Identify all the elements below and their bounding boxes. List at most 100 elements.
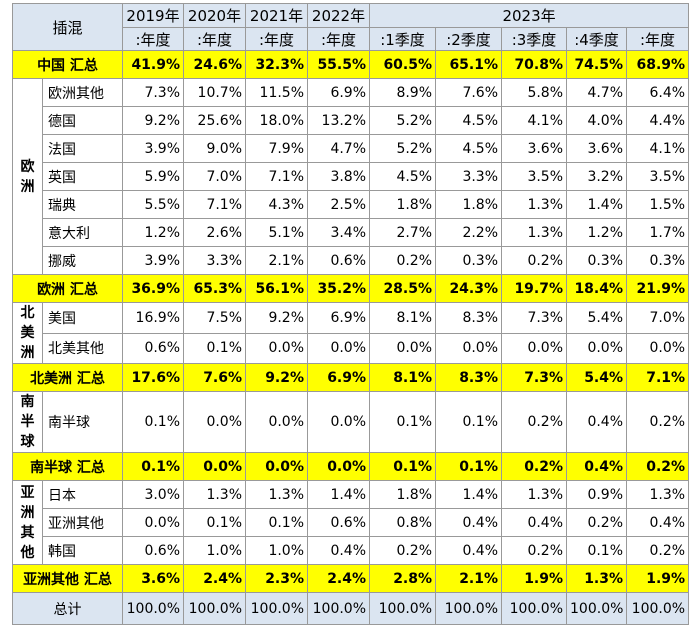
cell-value: 100.0% <box>626 592 690 625</box>
period-header: :年度 <box>122 27 185 51</box>
cell-value: 1.9% <box>501 564 568 593</box>
cell-value: 0.4% <box>626 508 690 537</box>
cell-value: 0.1% <box>566 536 628 565</box>
cell-value: 18.4% <box>566 274 628 303</box>
cell-value: 0.8% <box>369 508 437 537</box>
cell-value: 1.8% <box>435 190 503 219</box>
cell-value: 8.9% <box>369 78 437 107</box>
row-label: 北美其他 <box>41 332 124 364</box>
cell-value: 8.3% <box>435 363 503 392</box>
data-row: 北美洲 美国 16.9% 7.5% 9.2% 6.9% 8.1% 8.3% 7.3% 5.4% 7.… <box>12 302 690 364</box>
period-header: :2季度 <box>435 27 503 51</box>
cell-value: 0.0% <box>183 452 247 481</box>
cell-value: 1.4% <box>307 480 371 509</box>
cell-value: 5.4% <box>566 302 628 334</box>
cell-value: 5.8% <box>501 78 568 107</box>
cell-value: 1.0% <box>245 536 309 565</box>
cell-value: 0.2% <box>626 391 690 453</box>
cell-value: 7.1% <box>626 363 690 392</box>
cell-value: 9.2% <box>122 106 185 135</box>
cell-value: 8.1% <box>369 302 437 334</box>
cell-value: 41.9% <box>122 50 185 79</box>
cell-value: 3.4% <box>307 218 371 247</box>
cell-value: 0.1% <box>435 452 503 481</box>
cell-value: 0.6% <box>122 332 185 364</box>
cell-value: 7.0% <box>183 162 247 191</box>
cell-value: 0.2% <box>626 452 690 481</box>
cell-value: 7.6% <box>183 363 247 392</box>
cell-value: 0.6% <box>122 536 185 565</box>
cell-value: 0.0% <box>122 508 185 537</box>
group-total-row: 北美洲 汇总 17.6% 7.6% 9.2% 6.9% 8.1% 8.3% 7.3% 5.4% 7… <box>11 363 690 392</box>
data-row: 意大利 1.2% 2.6% 5.1% 3.4% 2.7% 2.2% 1.3% 1.2% 1.7% <box>13 218 690 247</box>
cell-value: 0.4% <box>435 508 503 537</box>
data-row: 德国 9.2% 25.6% 18.0% 13.2% 5.2% 4.5% 4.1% 4.0% 4.4… <box>13 106 690 135</box>
cell-value: 2.2% <box>435 218 503 247</box>
period-header: :年度 <box>245 27 309 51</box>
data-row: 英国 5.9% 7.0% 7.1% 3.8% 4.5% 3.3% 3.5% 3.2% 3.5% <box>13 162 690 191</box>
cell-value: 0.2% <box>501 391 568 453</box>
cell-value: 1.3% <box>183 480 247 509</box>
cell-value: 2.4% <box>307 564 371 593</box>
cell-value: 65.3% <box>183 274 247 303</box>
cell-value: 0.2% <box>369 246 437 275</box>
cell-value: 2.6% <box>183 218 247 247</box>
cell-value: 1.4% <box>435 480 503 509</box>
cell-value: 0.4% <box>435 536 503 565</box>
cell-value: 8.1% <box>369 363 437 392</box>
cell-value: 3.2% <box>566 162 628 191</box>
region-label: 亚洲其他 <box>12 480 43 565</box>
cell-value: 4.7% <box>307 134 371 163</box>
data-row: 欧洲 欧洲其他 7.3% 10.7% 11.5% 6.9% 8.9% 7.6% 5.8% 4.7%… <box>12 78 690 275</box>
cell-value: 4.5% <box>369 162 437 191</box>
china-total-row: 中国 汇总 41.9% 24.6% 32.3% 55.5% 60.5% 65.1% 70.8%… <box>11 50 690 79</box>
cell-value: 56.1% <box>245 274 309 303</box>
share-table: 插混 2019年 2020年 2021年 2022年 2023年:年度:年度:年度:年度:… <box>11 3 690 625</box>
cell-value: 6.9% <box>307 302 371 334</box>
row-label: 瑞典 <box>41 190 124 219</box>
cell-value: 21.9% <box>626 274 690 303</box>
cell-value: 1.7% <box>626 218 690 247</box>
cell-value: 5.5% <box>122 190 185 219</box>
cell-value: 100.0% <box>435 592 503 625</box>
cell-value: 4.1% <box>626 134 690 163</box>
cell-value: 0.0% <box>369 332 437 364</box>
region-label: 欧洲 <box>12 78 43 275</box>
cell-value: 4.4% <box>626 106 690 135</box>
cell-value: 0.0% <box>307 391 371 453</box>
cell-value: 1.2% <box>566 218 628 247</box>
cell-value: 3.6% <box>501 134 568 163</box>
cell-value: 3.9% <box>122 246 185 275</box>
cell-value: 17.6% <box>122 363 185 392</box>
period-header: :3季度 <box>501 27 568 51</box>
cell-value: 1.2% <box>122 218 185 247</box>
period-header: :1季度 <box>369 27 437 51</box>
period-header: :年度 <box>307 27 371 51</box>
cell-value: 6.9% <box>307 78 371 107</box>
cell-value: 0.2% <box>369 536 437 565</box>
cell-value: 5.2% <box>369 134 437 163</box>
table-body: 插混 2019年 2020年 2021年 2022年 2023年:年度:年度:年度:年度:… <box>11 3 690 625</box>
cell-value: 1.4% <box>566 190 628 219</box>
cell-value: 4.0% <box>566 106 628 135</box>
cell-value: 2.8% <box>369 564 437 593</box>
cell-value: 2.1% <box>435 564 503 593</box>
data-row: 亚洲其他 0.0% 0.1% 0.1% 0.6% 0.8% 0.4% 0.4% 0.2% 0.4% <box>13 508 690 537</box>
cell-value: 5.9% <box>122 162 185 191</box>
year-header: 2021年 <box>245 3 309 28</box>
cell-value: 0.3% <box>626 246 690 275</box>
cell-value: 0.0% <box>183 391 247 453</box>
year-header: 2020年 <box>183 3 247 28</box>
row-label: 总计 <box>11 592 124 625</box>
cell-value: 0.0% <box>307 452 371 481</box>
group-total-row: 南半球 汇总 0.1% 0.0% 0.0% 0.0% 0.1% 0.1% 0.2% 0.4% 0.… <box>11 452 690 481</box>
cell-value: 70.8% <box>501 50 568 79</box>
cell-value: 0.6% <box>307 508 371 537</box>
row-label: 挪威 <box>41 246 124 275</box>
row-label: 法国 <box>41 134 124 163</box>
cell-value: 5.2% <box>369 106 437 135</box>
cell-value: 100.0% <box>307 592 371 625</box>
row-label: 欧洲其他 <box>41 78 124 107</box>
cell-value: 65.1% <box>435 50 503 79</box>
cell-value: 4.3% <box>245 190 309 219</box>
